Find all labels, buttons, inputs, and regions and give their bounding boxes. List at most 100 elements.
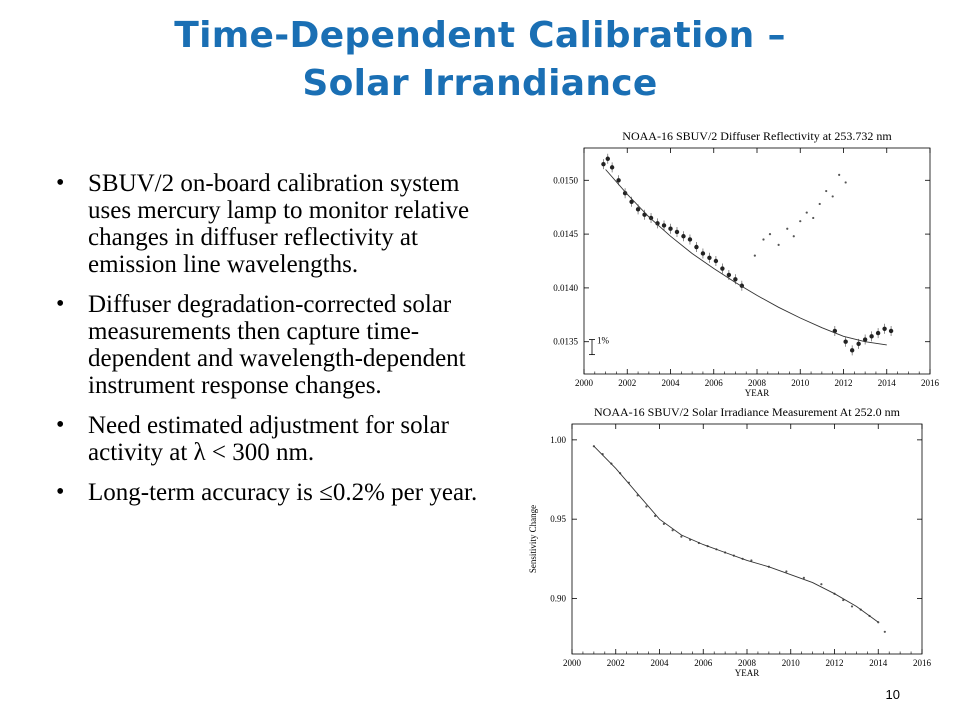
x-tick-label: 2012 — [826, 658, 844, 668]
y-tick-label: 0.0145 — [553, 229, 578, 239]
x-tick-label: 2008 — [748, 378, 767, 388]
data-point — [785, 570, 788, 573]
data-point — [694, 244, 699, 250]
data-point — [844, 181, 847, 184]
data-point — [707, 255, 712, 260]
x-tick-label: 2008 — [738, 658, 757, 668]
irradiance-chart: NOAA-16 SBUV/2 Solar Irradiance Measurem… — [520, 404, 940, 684]
plot-frame — [583, 147, 931, 375]
data-point — [635, 207, 641, 212]
bullet-text: Long-term accuracy is ≤0.2% per year. — [88, 479, 478, 506]
bullet-dot-icon: • — [56, 479, 65, 505]
chart-title: NOAA-16 SBUV/2 Diffuser Reflectivity at … — [622, 129, 892, 143]
x-tick-label: 2002 — [618, 378, 636, 388]
x-tick-label: 2004 — [651, 658, 670, 668]
x-tick-label: 2004 — [662, 378, 681, 388]
data-point — [687, 237, 693, 242]
data-point — [674, 229, 680, 235]
x-tick-label: 2006 — [694, 658, 713, 668]
y-tick-label: 1.00 — [550, 435, 566, 445]
data-point — [655, 221, 660, 226]
x-tick-label: 2014 — [869, 658, 888, 668]
plot-frame — [571, 423, 923, 655]
data-point — [875, 330, 881, 336]
data-point — [726, 272, 732, 278]
bullet-item: • Long-term accuracy is ≤0.2% per year. — [50, 479, 490, 506]
data-point — [648, 215, 654, 221]
data-point — [750, 559, 753, 562]
x-tick-label: 2014 — [878, 378, 897, 388]
data-point — [805, 211, 808, 214]
data-point — [642, 212, 647, 217]
bullet-text: Need estimated adjustment for solar acti… — [88, 412, 449, 466]
data-point — [681, 234, 686, 239]
bullet-dot-icon: • — [56, 291, 65, 317]
chart-title: NOAA-16 SBUV/2 Solar Irradiance Measurem… — [594, 405, 901, 419]
data-point — [777, 243, 780, 246]
data-point — [786, 227, 789, 230]
bullet-text: Diffuser degradation-corrected solar mea… — [88, 291, 466, 399]
data-point — [820, 583, 823, 586]
data-point — [609, 165, 615, 170]
irradiance-chart-svg: NOAA-16 SBUV/2 Solar Irradiance Measurem… — [528, 405, 932, 678]
fit-line — [593, 445, 879, 623]
x-tick-label: 2000 — [575, 378, 594, 388]
data-point — [799, 220, 802, 223]
fit-line — [605, 169, 887, 346]
data-point — [869, 334, 874, 339]
data-point — [843, 339, 848, 344]
data-point — [700, 251, 706, 256]
reflectivity-chart: NOAA-16 SBUV/2 Diffuser Reflectivity at … — [540, 128, 940, 400]
scale-bar-label: 1% — [597, 336, 610, 346]
data-point — [802, 576, 805, 579]
x-tick-label: 2000 — [563, 658, 582, 668]
bullet-list: • SBUV/2 on-board calibration system uses… — [50, 170, 490, 519]
page-number: 10 — [885, 687, 900, 702]
x-tick-label: 2006 — [705, 378, 724, 388]
data-point — [661, 223, 667, 228]
data-point — [616, 178, 621, 183]
slide-title: Time-Dependent Calibration – Solar Irran… — [60, 12, 900, 108]
bullet-text: SBUV/2 on-board calibration system uses … — [88, 170, 470, 278]
data-point — [825, 189, 828, 193]
bullet-item: • Diffuser degradation-corrected solar me… — [50, 291, 490, 399]
data-point — [838, 173, 841, 177]
bullet-item: • Need estimated adjustment for solar act… — [50, 412, 490, 466]
data-point — [622, 191, 628, 196]
data-point — [662, 522, 665, 526]
data-point — [671, 529, 674, 532]
data-point — [856, 341, 861, 347]
y-tick-label: 0.95 — [550, 514, 566, 524]
data-point — [849, 348, 855, 353]
data-point — [812, 216, 815, 220]
data-point — [713, 258, 719, 264]
data-point — [882, 326, 887, 331]
data-point — [629, 199, 634, 205]
data-point — [762, 238, 765, 241]
x-tick-label: 2002 — [607, 658, 625, 668]
data-point — [883, 630, 886, 633]
data-point — [818, 202, 821, 206]
x-axis-label: YEAR — [735, 668, 760, 678]
slide-title-line1: Time-Dependent Calibration – — [174, 15, 786, 56]
data-point — [680, 535, 683, 538]
data-point — [753, 254, 756, 257]
y-tick-label: 0.0135 — [553, 337, 578, 347]
y-tick-label: 0.90 — [550, 593, 566, 603]
data-point — [605, 156, 610, 161]
data-point — [601, 161, 606, 167]
x-tick-label: 2016 — [921, 378, 940, 388]
data-point — [862, 337, 868, 342]
data-point — [733, 277, 738, 282]
bullet-item: • SBUV/2 on-board calibration system uses… — [50, 170, 490, 278]
x-tick-label: 2016 — [913, 658, 932, 668]
reflectivity-chart-svg: NOAA-16 SBUV/2 Diffuser Reflectivity at … — [553, 129, 940, 398]
x-axis-label: YEAR — [745, 388, 770, 398]
x-tick-label: 2012 — [835, 378, 853, 388]
data-point — [645, 505, 648, 508]
x-tick-label: 2010 — [782, 658, 801, 668]
y-tick-label: 0.0150 — [553, 175, 578, 185]
y-axis-label: Sensitivity Change — [528, 505, 538, 573]
data-point — [720, 266, 725, 271]
bullet-dot-icon: • — [56, 412, 65, 438]
